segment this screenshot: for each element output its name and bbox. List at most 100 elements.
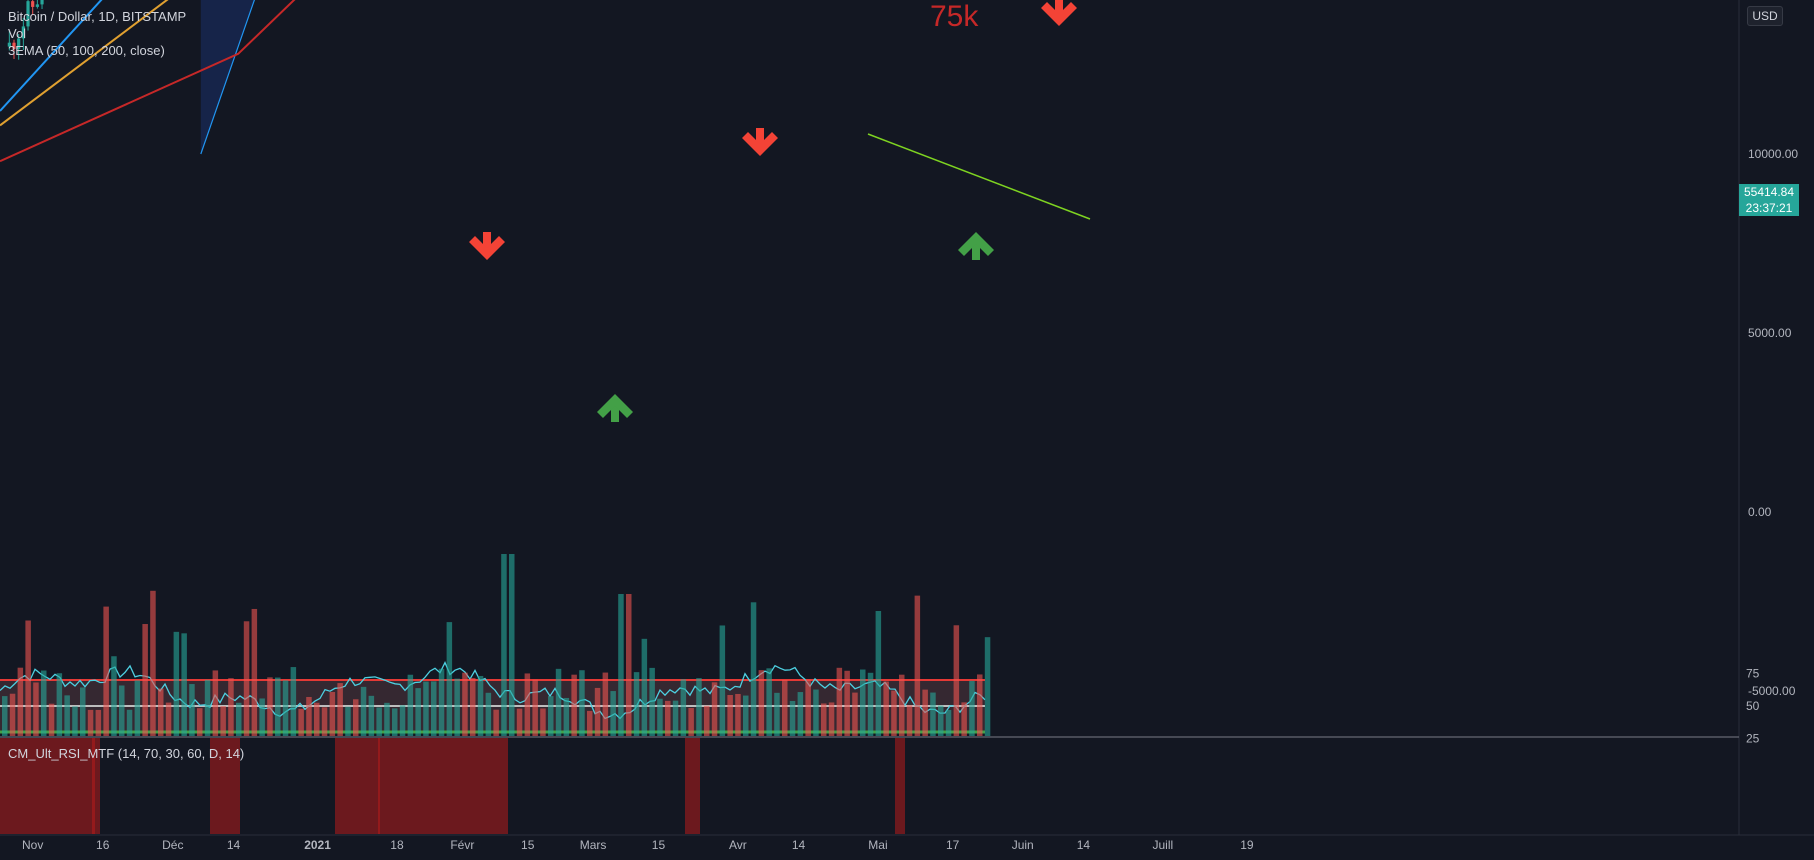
volume-bar xyxy=(2,696,8,736)
volume-bar xyxy=(579,670,585,736)
volume-bar xyxy=(626,594,632,736)
volume-series xyxy=(2,554,991,736)
last-price: 55414.84 xyxy=(1743,185,1795,199)
currency-button[interactable]: USD xyxy=(1747,6,1783,26)
volume-bar xyxy=(454,678,460,736)
candle-body xyxy=(12,42,16,49)
volume-bar xyxy=(134,680,141,736)
volume-bar xyxy=(594,687,601,736)
ema-line-100 xyxy=(0,0,169,127)
volume-bar xyxy=(197,708,203,736)
volume-bar xyxy=(852,692,858,736)
volume-bar xyxy=(275,677,281,736)
volume-bar xyxy=(704,705,710,736)
candle-body xyxy=(35,4,39,7)
price-tick-label: 10000.00 xyxy=(1748,147,1798,161)
volume-bar xyxy=(251,608,258,736)
volume-bar xyxy=(867,672,874,736)
volume-bar xyxy=(953,625,960,736)
volume-bar xyxy=(477,675,484,736)
volume-bar xyxy=(516,708,523,736)
candle-series xyxy=(7,0,44,60)
volume-bar xyxy=(431,681,437,736)
volume-bar xyxy=(711,682,718,736)
descending-trendline xyxy=(867,133,1091,220)
volume-bar xyxy=(540,708,546,736)
volume-bar xyxy=(805,679,811,736)
symbol-title[interactable]: Bitcoin / Dollar, 1D, BITSTAMP xyxy=(8,9,187,24)
volume-bar xyxy=(493,709,499,736)
volume-indicator-label[interactable]: Vol xyxy=(8,26,27,41)
volume-bar xyxy=(984,637,991,736)
volume-bar xyxy=(173,631,180,736)
sell-arrow-3 xyxy=(1041,0,1077,26)
volume-bar xyxy=(836,667,843,736)
volume-bar xyxy=(353,699,359,736)
volume-bar xyxy=(438,668,445,736)
volume-bar xyxy=(87,709,94,736)
volume-bar xyxy=(602,672,609,736)
volume-bar xyxy=(501,554,507,736)
volume-bar xyxy=(415,688,421,736)
volume-bar xyxy=(95,709,102,736)
time-tick-label: 15 xyxy=(521,838,535,852)
volume-bar xyxy=(766,668,772,736)
rsi-highlight-3 xyxy=(335,738,380,834)
volume-bar xyxy=(680,679,687,736)
time-tick-label: 15 xyxy=(652,838,666,852)
volume-bar xyxy=(290,667,297,736)
rsi-tick-label: 50 xyxy=(1746,699,1760,713)
time-tick-label: 14 xyxy=(792,838,806,852)
rsi-panel: 75 50 25 xyxy=(0,661,1760,834)
volume-bar xyxy=(423,681,429,736)
candle-body xyxy=(31,1,35,7)
volume-bar xyxy=(212,670,219,736)
volume-bar xyxy=(165,702,172,736)
volume-bar xyxy=(649,667,655,736)
volume-bar xyxy=(220,706,226,736)
ema-line-200 xyxy=(0,0,296,163)
volume-bar xyxy=(641,638,648,736)
time-tick-label: Avr xyxy=(729,838,747,852)
volume-bar xyxy=(774,692,780,736)
volume-bar xyxy=(587,710,593,736)
volume-bar xyxy=(555,668,562,736)
buy-arrow-1 xyxy=(597,394,633,422)
volume-bar xyxy=(337,683,343,736)
volume-bar xyxy=(181,633,187,736)
volume-bar xyxy=(314,702,320,736)
volume-bar xyxy=(228,678,234,736)
volume-bar xyxy=(844,670,850,736)
time-tick-label: Juill xyxy=(1152,838,1173,852)
volume-bar xyxy=(782,679,788,736)
volume-bar xyxy=(891,690,897,736)
volume-bar xyxy=(665,700,671,736)
volume-bar xyxy=(189,684,195,736)
price-tick-label: -5000.00 xyxy=(1748,684,1796,698)
volume-bar xyxy=(961,702,967,736)
time-tick-label: 18 xyxy=(390,838,404,852)
ema-indicator-label[interactable]: 3EMA (50, 100, 200, close) xyxy=(8,43,165,58)
time-tick-label: 2021 xyxy=(304,838,331,852)
volume-bar xyxy=(48,703,55,736)
last-price-tag: 55414.84 23:37:21 xyxy=(1739,184,1799,216)
time-tick-label: 17 xyxy=(946,838,960,852)
rsi-tick-label: 25 xyxy=(1746,732,1760,746)
buy-arrow-2 xyxy=(958,232,994,260)
volume-bar xyxy=(142,624,148,736)
rsi-indicator-label[interactable]: CM_Ult_RSI_MTF (14, 70, 30, 60, D, 14) xyxy=(8,746,245,761)
volume-bar xyxy=(446,622,453,736)
volume-bar xyxy=(204,679,211,736)
volume-bar xyxy=(633,672,640,736)
volume-bar xyxy=(509,554,515,736)
volume-bar xyxy=(150,590,156,736)
volume-bar xyxy=(735,693,741,736)
volume-bar xyxy=(548,696,554,736)
volume-bar xyxy=(758,670,765,736)
volume-bar xyxy=(563,697,570,736)
candle-body xyxy=(40,0,44,5)
rsi-highlight-0 xyxy=(0,738,95,834)
volume-bar xyxy=(743,695,749,736)
candle-body xyxy=(26,1,30,27)
